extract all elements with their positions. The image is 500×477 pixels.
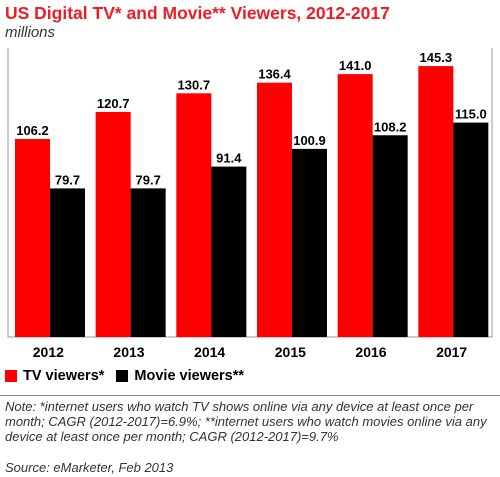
chart-title: US Digital TV* and Movie** Viewers, 2012…	[5, 3, 390, 23]
data-label-tv-2015: 136.4	[258, 67, 291, 82]
data-label-tv-2016: 141.0	[339, 58, 372, 73]
bar-tv-2014	[176, 93, 212, 337]
x-tick-label-2017: 2017	[436, 344, 467, 360]
data-label-tv-2013: 120.7	[97, 96, 130, 111]
bar-tv-2015	[257, 82, 292, 338]
chart-note: Note: *internet users who watch TV shows…	[5, 399, 487, 444]
bar-movie-2017	[453, 122, 489, 337]
x-tick-label-2013: 2013	[113, 344, 144, 360]
legend: TV viewers* Movie viewers**	[5, 366, 256, 386]
note-divider	[0, 395, 500, 396]
data-label-movie-2015: 100.9	[293, 133, 326, 148]
plot-border	[7, 48, 493, 338]
legend-label-tv: TV viewers*	[23, 368, 105, 384]
data-label-movie-2016: 108.2	[374, 119, 407, 134]
bar-tv-2012	[15, 138, 50, 337]
bar-movie-2014	[211, 166, 247, 337]
legend-swatch-movie	[116, 370, 129, 382]
legend-item-movie: Movie viewers**	[116, 368, 244, 384]
bar-movie-2012	[50, 188, 85, 337]
x-tick-label-2014: 2014	[194, 344, 225, 360]
bar-movie-2015	[292, 148, 327, 337]
x-tick-label-2015: 2015	[275, 344, 306, 360]
bar-tv-2016	[337, 74, 373, 338]
bar-movie-2016	[372, 135, 408, 337]
data-label-movie-2017: 115.0	[455, 107, 487, 122]
chart-subtitle: millions	[5, 24, 56, 41]
legend-item-tv: TV viewers*	[5, 368, 104, 384]
legend-swatch-tv	[5, 370, 17, 382]
bar-movie-2013	[130, 188, 166, 337]
bar-tv-2013	[95, 111, 131, 337]
x-tick-label-2012: 2012	[33, 344, 64, 360]
data-label-movie-2013: 79.7	[136, 172, 161, 187]
data-label-movie-2014: 91.4	[216, 151, 242, 166]
legend-label-movie: Movie viewers**	[134, 368, 245, 384]
data-label-tv-2014: 130.7	[178, 77, 211, 92]
bar-tv-2017	[418, 66, 454, 337]
chart-source: Source: eMarketer, Feb 2013	[5, 460, 174, 475]
data-label-movie-2012: 79.7	[55, 172, 80, 187]
x-tick-label-2016: 2016	[355, 344, 386, 360]
data-label-tv-2012: 106.2	[16, 123, 49, 138]
data-label-tv-2017: 145.3	[420, 50, 453, 65]
